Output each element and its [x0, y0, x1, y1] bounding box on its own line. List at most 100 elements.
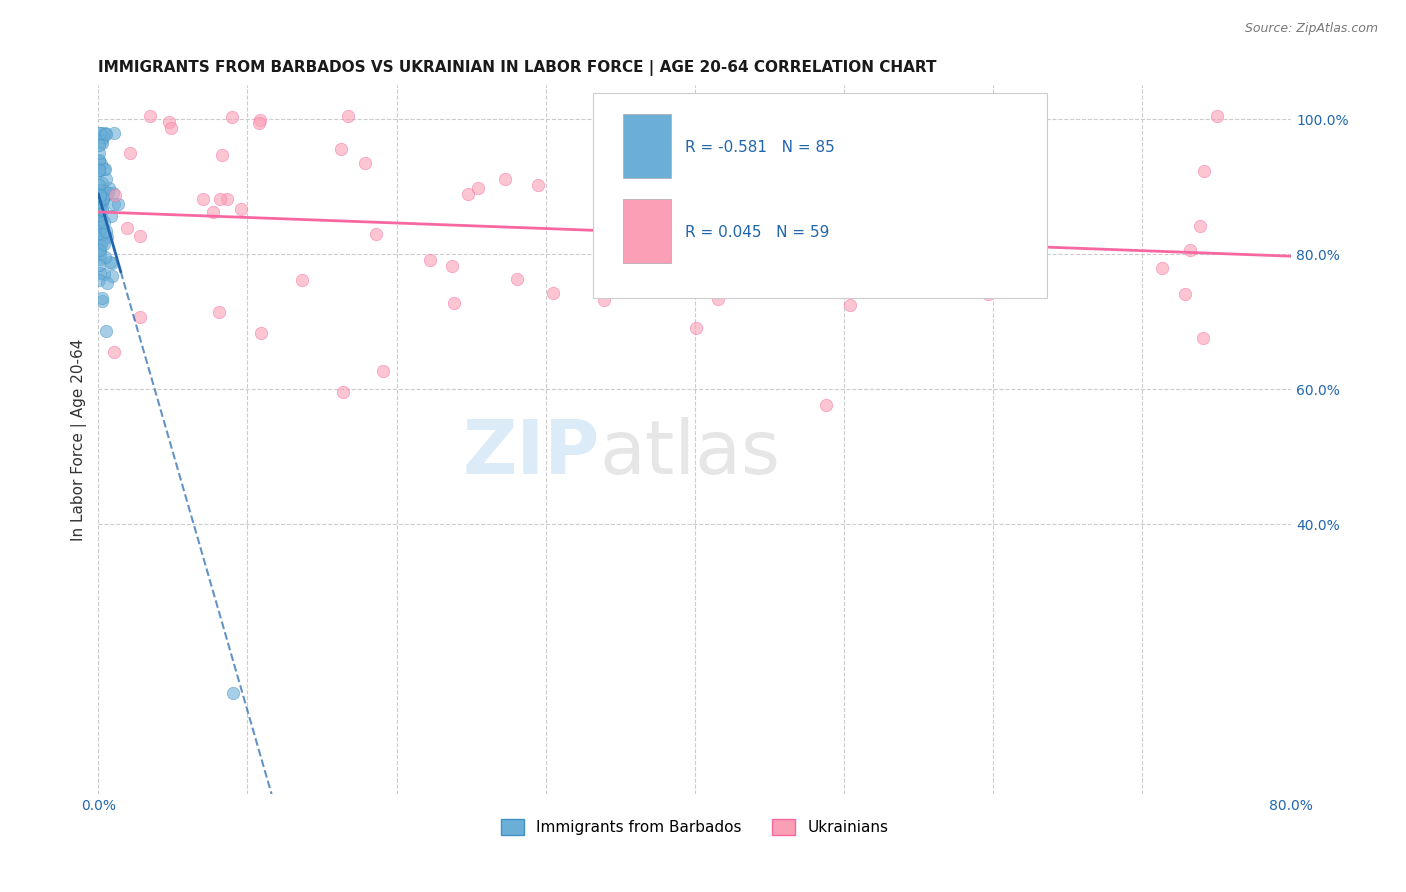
- Point: [209, 192, 232, 206]
- Point: [419, 252, 441, 267]
- Point: [96, 172, 118, 186]
- Point: [332, 384, 354, 399]
- Point: [221, 686, 243, 700]
- Point: [87, 162, 110, 177]
- Point: [90, 203, 112, 218]
- Point: [87, 244, 110, 258]
- Point: [588, 182, 610, 196]
- Point: [157, 114, 180, 128]
- Y-axis label: In Labor Force | Age 20-64: In Labor Force | Age 20-64: [72, 339, 87, 541]
- Point: [90, 293, 112, 308]
- Point: [87, 195, 110, 210]
- Point: [527, 178, 550, 193]
- Point: [93, 128, 115, 142]
- Point: [89, 126, 111, 140]
- Point: [89, 195, 111, 210]
- Point: [467, 181, 489, 195]
- Point: [89, 252, 111, 267]
- Point: [91, 136, 114, 150]
- Point: [103, 197, 125, 211]
- Point: [90, 291, 112, 305]
- Point: [993, 193, 1015, 207]
- Point: [1178, 243, 1201, 257]
- Point: [89, 164, 111, 178]
- Point: [838, 298, 860, 312]
- Point: [337, 109, 360, 123]
- Point: [727, 109, 749, 123]
- Text: R = -0.581   N = 85: R = -0.581 N = 85: [685, 140, 835, 155]
- Point: [976, 286, 998, 301]
- Point: [221, 110, 243, 124]
- Point: [364, 227, 387, 241]
- Point: [94, 126, 117, 140]
- Point: [541, 286, 564, 301]
- Point: [94, 224, 117, 238]
- Point: [211, 148, 233, 162]
- Text: ZIP: ZIP: [463, 417, 599, 491]
- Point: [685, 321, 707, 335]
- Point: [100, 209, 122, 223]
- Point: [94, 127, 117, 141]
- Point: [97, 186, 120, 200]
- Point: [506, 272, 529, 286]
- Point: [87, 224, 110, 238]
- Point: [291, 273, 314, 287]
- Point: [91, 183, 114, 197]
- Point: [94, 161, 117, 176]
- Point: [90, 211, 112, 225]
- Point: [89, 178, 111, 192]
- Point: [970, 164, 993, 178]
- Point: [87, 183, 110, 197]
- Point: [89, 243, 111, 257]
- Point: [103, 345, 125, 359]
- Point: [215, 192, 238, 206]
- Point: [457, 187, 479, 202]
- Point: [89, 187, 111, 202]
- Point: [91, 130, 114, 145]
- Point: [89, 215, 111, 229]
- Point: [89, 214, 111, 228]
- Text: R = 0.045   N = 59: R = 0.045 N = 59: [685, 226, 830, 240]
- Point: [87, 202, 110, 216]
- Point: [93, 161, 115, 176]
- Point: [87, 219, 110, 233]
- Point: [87, 216, 110, 230]
- Point: [89, 187, 111, 202]
- Point: [89, 126, 111, 140]
- Point: [93, 215, 115, 229]
- Point: [89, 161, 111, 175]
- Point: [707, 292, 730, 306]
- Point: [91, 202, 114, 216]
- Point: [90, 134, 112, 148]
- Point: [815, 398, 838, 412]
- Point: [723, 145, 745, 160]
- Point: [87, 211, 110, 225]
- Point: [87, 208, 110, 222]
- Point: [96, 324, 118, 338]
- Point: [1192, 331, 1215, 345]
- Point: [118, 146, 141, 161]
- Point: [94, 185, 117, 199]
- Point: [87, 153, 110, 167]
- Bar: [623, 199, 671, 262]
- Legend: Immigrants from Barbados, Ukrainians: Immigrants from Barbados, Ukrainians: [494, 812, 896, 843]
- Point: [103, 186, 125, 200]
- Point: [90, 157, 112, 171]
- Point: [89, 225, 111, 239]
- Text: IMMIGRANTS FROM BARBADOS VS UKRAINIAN IN LABOR FORCE | AGE 20-64 CORRELATION CHA: IMMIGRANTS FROM BARBADOS VS UKRAINIAN IN…: [98, 60, 936, 76]
- Point: [98, 255, 121, 269]
- Point: [353, 156, 375, 170]
- Point: [87, 154, 110, 169]
- Point: [1150, 260, 1173, 275]
- Point: [89, 189, 111, 203]
- FancyBboxPatch shape: [593, 93, 1047, 298]
- Point: [330, 142, 353, 156]
- Point: [89, 238, 111, 252]
- Text: atlas: atlas: [599, 417, 780, 491]
- Point: [94, 250, 117, 264]
- Point: [115, 221, 138, 235]
- Point: [440, 259, 463, 273]
- Point: [90, 237, 112, 252]
- Point: [104, 188, 127, 202]
- Point: [89, 200, 111, 214]
